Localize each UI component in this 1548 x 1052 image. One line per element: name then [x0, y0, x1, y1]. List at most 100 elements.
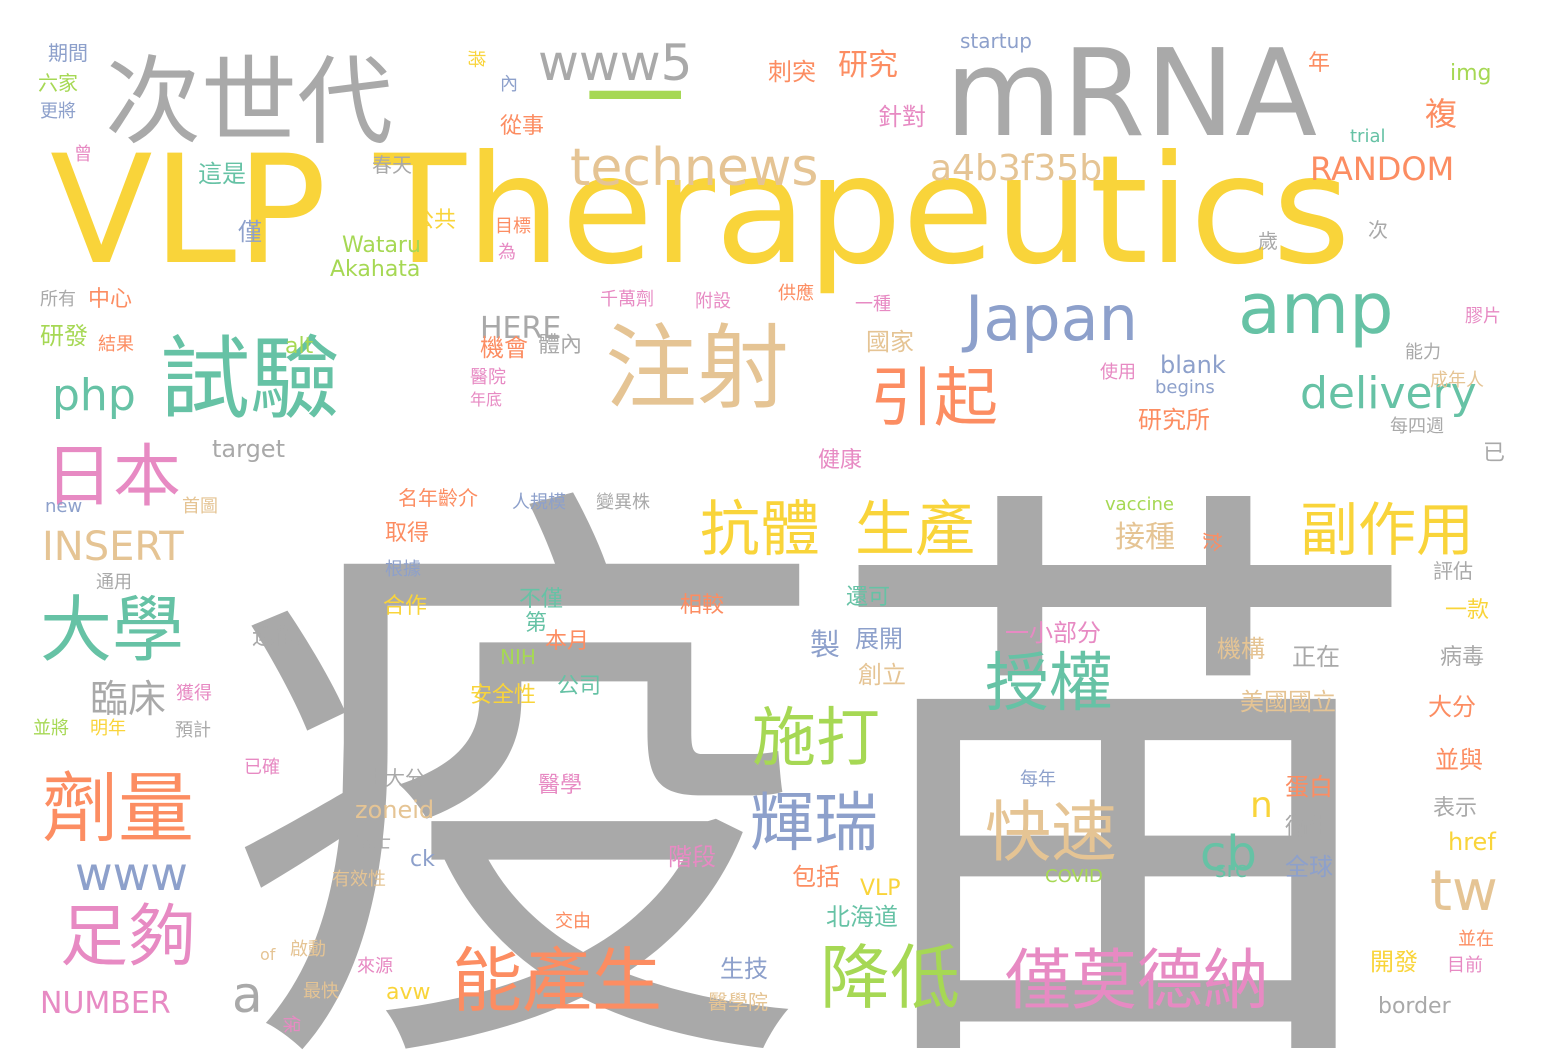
cloud-word: 不僅 — [519, 587, 563, 612]
cloud-word: 每年 — [1020, 769, 1056, 790]
cloud-word: 還可 — [846, 585, 890, 610]
cloud-word: 醫學 — [538, 773, 582, 798]
cloud-word: cb — [1200, 826, 1257, 882]
cloud-word: 啟動 — [290, 939, 326, 960]
cloud-word: avw — [386, 980, 431, 1005]
cloud-word: 結果 — [98, 334, 134, 355]
cloud-word: 本月 — [545, 629, 589, 654]
cloud-word: 一種 — [855, 294, 891, 315]
cloud-word: 中心 — [88, 287, 132, 312]
cloud-word: 更將 — [40, 101, 76, 122]
cloud-word: 一 — [585, 41, 685, 158]
cloud-word: 研究所 — [1138, 406, 1210, 434]
cloud-word: 並與 — [1435, 746, 1483, 774]
cloud-word: 內 — [500, 74, 518, 95]
cloud-word: 能力 — [1405, 342, 1441, 363]
cloud-word: target — [212, 435, 285, 463]
cloud-word: 所有 — [40, 289, 76, 310]
cloud-word: 副作用 — [1300, 496, 1474, 564]
cloud-word: 製 — [810, 628, 840, 663]
cloud-word: alt — [285, 334, 314, 359]
cloud-word: 次世代 — [105, 46, 393, 158]
cloud-word: of — [260, 945, 276, 964]
cloud-word: 複 — [1425, 95, 1457, 133]
cloud-word: img — [1450, 61, 1492, 86]
cloud-word: 醫學院 — [708, 990, 768, 1014]
cloud-word: border — [1378, 994, 1452, 1019]
cloud-word: a4b3f35b — [930, 148, 1102, 189]
cloud-word: 使用 — [1100, 362, 1136, 383]
cloud-word: 輝瑞 — [750, 787, 878, 861]
cloud-word: 研究 — [838, 48, 898, 83]
cloud-word: VLP — [860, 876, 901, 901]
cloud-word: 成年人 — [1430, 370, 1484, 391]
cloud-word: amp — [1238, 268, 1394, 350]
cloud-word: 這是 — [198, 160, 246, 188]
cloud-word: 病毒 — [1440, 645, 1484, 670]
cloud-word: 交由 — [555, 911, 591, 932]
cloud-word: 評估 — [1433, 559, 1473, 583]
cloud-word: 公司 — [557, 674, 601, 699]
cloud-word: 目標 — [495, 216, 531, 237]
cloud-word: 機構 — [1217, 635, 1265, 663]
cloud-word: 由大分 — [365, 766, 425, 790]
cloud-word: 歲 — [1258, 229, 1278, 253]
cloud-word: 生技 — [720, 955, 768, 983]
cloud-word: 全球 — [1285, 853, 1333, 881]
cloud-word: 供應 — [778, 282, 814, 304]
cloud-word: 次 — [1368, 218, 1388, 242]
cloud-word: 變異株 — [596, 492, 650, 513]
cloud-word: 名年齡介 — [398, 486, 478, 510]
cloud-word: 美國國立 — [1240, 688, 1336, 716]
cloud-word: n — [1250, 785, 1273, 826]
cloud-word: 蛋白 — [1285, 773, 1333, 801]
cloud-word: 大學 — [40, 588, 184, 672]
cloud-word: 將 — [465, 50, 486, 68]
cloud-word: 快速 — [985, 794, 1117, 871]
cloud-word: vaccine — [1105, 494, 1174, 515]
cloud-word: startup — [960, 29, 1032, 53]
cloud-word: 年底 — [470, 390, 502, 409]
cloud-word: 劑量 — [42, 764, 194, 853]
cloud-word: 預計 — [175, 720, 211, 741]
cloud-word: 健康 — [818, 448, 862, 473]
cloud-word: 曾 — [74, 144, 92, 165]
cloud-word: HERE — [480, 311, 561, 346]
cloud-word: 目前 — [1447, 955, 1483, 976]
cloud-word: 有效性 — [332, 869, 386, 890]
cloud-word: 為 — [498, 242, 516, 263]
cloud-word: 針對 — [878, 103, 926, 131]
cloud-word: INSERT — [42, 524, 184, 570]
cloud-word: 春天 — [372, 153, 412, 177]
cloud-word: 正在 — [1292, 643, 1340, 671]
cloud-word: Wataru — [342, 233, 421, 258]
cloud-word: www — [75, 847, 188, 901]
cloud-word: src — [1215, 858, 1247, 883]
cloud-word: Japan — [961, 282, 1138, 355]
cloud-word: 階段 — [668, 843, 716, 871]
cloud-word: a — [232, 966, 263, 1024]
cloud-word: 從事 — [500, 114, 544, 139]
cloud-word: 疫苗 — [225, 443, 1425, 1052]
cloud-word: 安全性 — [470, 683, 536, 708]
cloud-word: 生產 — [855, 495, 975, 565]
cloud-word: 獲得 — [176, 683, 212, 704]
cloud-word: 富士 — [355, 832, 391, 853]
cloud-word: 創立 — [858, 661, 906, 689]
cloud-word: 國家 — [866, 328, 914, 356]
cloud-word: 僅 — [238, 218, 262, 246]
cloud-word: 衛生 — [1285, 813, 1333, 841]
cloud-word: 機會 — [480, 334, 528, 362]
cloud-word: tw — [1430, 859, 1498, 924]
cloud-word: 附設 — [695, 291, 731, 312]
cloud-word: VLP Therapeutics — [50, 124, 1351, 298]
cloud-word: zoneid — [355, 796, 434, 824]
cloud-word: 開發 — [1370, 948, 1418, 976]
cloud-word: 授權 — [985, 647, 1113, 721]
cloud-word: 注射 — [605, 315, 789, 422]
cloud-word: 試驗 — [160, 327, 340, 432]
cloud-word: 明年 — [90, 718, 126, 739]
cloud-word: 已確 — [244, 757, 280, 778]
cloud-word: 期間 — [48, 41, 88, 65]
cloud-word: COVID — [1045, 866, 1103, 887]
